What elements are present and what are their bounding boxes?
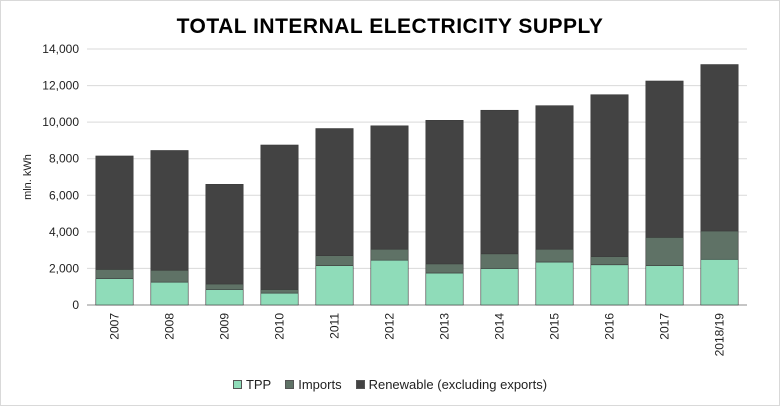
x-tick-label: 2018/19 bbox=[713, 313, 727, 357]
bar-renewable bbox=[645, 80, 684, 238]
bar-tpp bbox=[150, 281, 189, 306]
x-tick-label: 2017 bbox=[658, 313, 672, 340]
bar-imports bbox=[535, 248, 574, 263]
x-tick-label: 2007 bbox=[108, 313, 122, 340]
y-tick-label: 14,000 bbox=[42, 42, 79, 56]
y-axis-label: mln. kWh bbox=[22, 154, 34, 200]
bar-renewable bbox=[370, 125, 409, 250]
bar-tpp bbox=[95, 278, 134, 306]
y-tick-label: 4,000 bbox=[49, 225, 79, 239]
legend-item: Imports bbox=[285, 377, 342, 392]
chart-title: TOTAL INTERNAL ELECTRICITY SUPPLY bbox=[176, 15, 604, 38]
bar-imports bbox=[480, 253, 519, 269]
bar-imports bbox=[150, 269, 189, 283]
legend-swatch bbox=[285, 380, 295, 389]
legend-label: Imports bbox=[298, 377, 342, 392]
bar-tpp bbox=[535, 261, 574, 306]
bar-renewable bbox=[315, 128, 354, 256]
legend-swatch bbox=[232, 380, 242, 389]
bar-renewable bbox=[425, 120, 464, 265]
legend-label: TPP bbox=[245, 377, 272, 392]
bar-imports bbox=[95, 269, 134, 279]
y-tick-label: 2,000 bbox=[49, 261, 79, 275]
bar-imports bbox=[260, 289, 299, 294]
bar-renewable bbox=[260, 144, 299, 290]
bar-tpp bbox=[260, 292, 299, 306]
bar-imports bbox=[700, 230, 739, 260]
bar-renewable bbox=[95, 155, 134, 270]
bar-renewable bbox=[480, 109, 519, 255]
bar-tpp bbox=[480, 268, 519, 306]
bar-tpp bbox=[700, 258, 739, 306]
bar-imports bbox=[370, 248, 409, 261]
bar-tpp bbox=[590, 264, 629, 306]
bar-tpp bbox=[205, 289, 244, 306]
x-tick-label: 2013 bbox=[438, 313, 452, 340]
y-tick-label: 8,000 bbox=[49, 152, 79, 166]
y-tick-label: 10,000 bbox=[42, 115, 79, 129]
bar-imports bbox=[645, 237, 684, 266]
y-tick-label: 0 bbox=[72, 298, 79, 312]
x-tick-label: 2014 bbox=[493, 313, 507, 340]
x-tick-label: 2011 bbox=[328, 313, 342, 339]
bar-tpp bbox=[315, 265, 354, 306]
bar-imports bbox=[315, 255, 354, 266]
bar-imports bbox=[590, 256, 629, 266]
x-tick-label: 2008 bbox=[163, 313, 177, 340]
bar-imports bbox=[425, 263, 464, 274]
bar-tpp bbox=[425, 272, 464, 306]
bar-renewable bbox=[535, 105, 574, 250]
chart-legend: TPP Imports Renewable (excluding exports) bbox=[1, 377, 779, 392]
legend-item: TPP bbox=[232, 377, 272, 392]
y-tick-label: 6,000 bbox=[49, 188, 79, 202]
x-tick-label: 2009 bbox=[218, 313, 232, 340]
x-tick-label: 2010 bbox=[273, 313, 287, 340]
y-tick-label: 12,000 bbox=[42, 79, 79, 93]
bar-imports bbox=[205, 283, 244, 290]
bar-renewable bbox=[590, 94, 629, 257]
x-tick-label: 2015 bbox=[548, 313, 562, 340]
x-tick-label: 2016 bbox=[603, 313, 617, 340]
x-tick-label: 2012 bbox=[383, 313, 397, 340]
legend-label: Renewable (excluding exports) bbox=[368, 377, 548, 392]
bar-renewable bbox=[700, 64, 739, 232]
bar-renewable bbox=[150, 150, 189, 271]
bar-tpp bbox=[645, 265, 684, 306]
bar-tpp bbox=[370, 259, 409, 306]
legend-item: Renewable (excluding exports) bbox=[355, 377, 548, 392]
legend-swatch bbox=[355, 380, 365, 389]
bar-renewable bbox=[205, 184, 244, 285]
